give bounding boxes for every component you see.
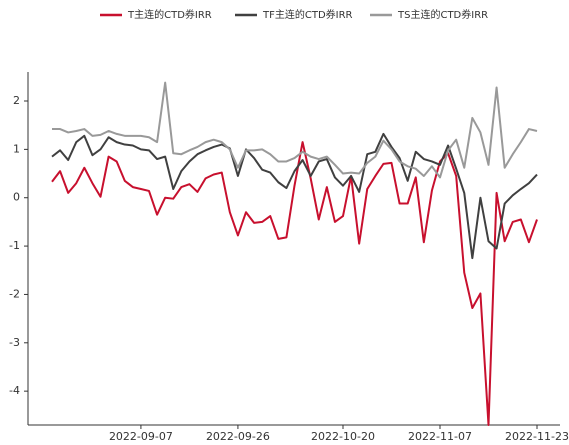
legend: T主连的CTD券IRR TF主连的CTD券IRR TS主连的CTD券IRR [100, 8, 488, 21]
series-line [51, 141, 538, 426]
y-tick-label: -3 [9, 336, 20, 349]
x-tick-label: 2022-10-20 [311, 430, 375, 443]
x-tick-label: 2022-11-23 [505, 430, 569, 443]
legend-label: T主连的CTD券IRR [127, 8, 212, 21]
series-line [52, 81, 538, 179]
y-tick-label: 1 [13, 142, 20, 155]
legend-label: TS主连的CTD券IRR [397, 8, 488, 21]
y-tick-label: -4 [9, 384, 20, 397]
y-tick-label: -2 [9, 287, 20, 300]
y-tick-label: -1 [9, 239, 20, 252]
x-tick-label: 2022-09-26 [206, 430, 270, 443]
series-line [51, 132, 538, 260]
x-tick-label: 2022-11-07 [408, 430, 472, 443]
y-tick-label: 2 [13, 94, 20, 107]
legend-label: TF主连的CTD券IRR [262, 8, 353, 21]
x-tick-label: 2022-09-07 [109, 430, 173, 443]
y-tick-label: 0 [13, 191, 20, 204]
